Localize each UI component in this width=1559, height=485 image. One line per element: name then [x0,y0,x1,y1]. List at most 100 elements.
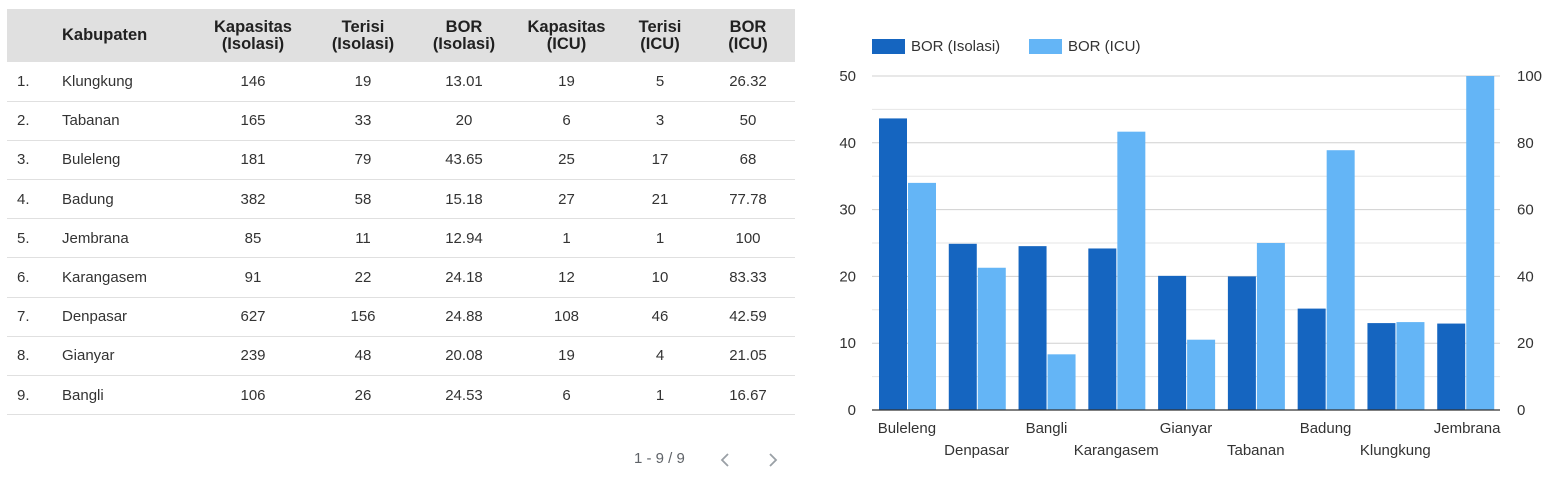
table-cell: 19 [558,72,575,90]
table-row[interactable]: 8. Gianyar 239 48 20.08 19 4 21.05 [7,336,795,376]
table-cell: 46 [651,308,669,326]
table-row[interactable]: 6. Karangasem 91 22 24.18 12 10 83.33 [7,258,795,298]
table-cell: 11 [355,229,371,247]
table-cell: 108 [553,308,580,326]
column-header-line1: Kapasitas [214,17,292,36]
table-cell: 1 [562,229,571,247]
table-cell: Bangli [62,386,104,404]
table-cell: 3. [17,151,30,169]
table-cell: 58 [354,190,372,208]
chevron-left-icon [720,453,729,467]
column-header-line1: BOR [445,17,483,36]
table-row[interactable]: 3. Buleleng 181 79 43.65 25 17 68 [7,140,795,180]
column-header-5[interactable]: Kapasitas (ICU) [514,9,619,62]
chevron-right-icon [769,453,778,467]
legend-item-isolasi[interactable]: BOR (Isolasi) [872,38,1000,55]
bar-bor-isolasi [1297,308,1326,410]
table-cell: 79 [354,151,372,169]
column-header-line1: Kabupaten [62,26,148,44]
table-body: 1. Klungkung 146 19 13.01 19 5 26.32 2. Tabanan 16… [7,62,795,415]
bar-bor-isolasi [1018,246,1047,410]
table-cell: 91 [244,269,262,287]
column-header-6[interactable]: Terisi (ICU) [619,9,701,62]
table-cell: 26.32 [729,72,767,90]
column-header-line1: BOR [729,17,767,36]
column-header-4[interactable]: BOR (Isolasi) [414,9,514,62]
column-header-3[interactable]: Terisi (Isolasi) [312,9,414,62]
legend-item-icu[interactable]: BOR (ICU) [1029,38,1141,55]
column-header-line2: (ICU) [546,34,587,53]
table-row[interactable]: 2. Tabanan 165 33 20 6 3 50 [7,101,795,141]
table-header-row: Kabupaten Kapasitas (Isolasi) Terisi (Isolas… [7,9,795,62]
pagination-range: 1 - 9 / 9 [634,450,685,467]
table-cell: 4. [17,190,30,208]
table-cell: Denpasar [62,308,128,326]
y-right-tick-label: 40 [1517,268,1534,285]
table-cell: 50 [739,112,757,130]
table-cell: 239 [240,347,266,365]
column-header-line2: (Isolasi) [432,34,496,53]
table-cell: 627 [240,308,266,326]
column-header-7[interactable]: BOR (ICU) [701,9,795,62]
bar-bor-icu [908,182,936,410]
column-header-2[interactable]: Kapasitas (Isolasi) [194,9,312,62]
table-cell: 156 [350,308,376,326]
table-row[interactable]: 9. Bangli 106 26 24.53 6 1 16.67 [7,376,795,415]
table-cell: 1. [17,72,30,90]
x-category-label: Klungkung [1360,442,1431,459]
table-cell: 17 [651,151,669,169]
table-cell: 165 [240,112,266,130]
x-category-label: Denpasar [944,442,1009,459]
legend-label-icu: BOR (ICU) [1068,38,1141,55]
table-cell: Klungkung [62,72,133,90]
y-left-tick-label: 0 [848,402,856,419]
table-cell: 5. [17,229,30,247]
table-row[interactable]: 1. Klungkung 146 19 13.01 19 5 26.32 [7,62,795,102]
bar-bor-icu [1256,243,1285,410]
table-row[interactable]: 4. Badung 382 58 15.18 27 21 77.78 [7,180,795,219]
table-cell: Badung [62,190,114,208]
column-header-1[interactable]: Kabupaten [54,9,194,62]
table-cell: 16.67 [729,386,767,404]
table-cell: 5 [655,72,665,90]
y-right-tick-label: 60 [1517,202,1534,219]
table-cell: 24.53 [445,386,483,404]
table-row[interactable]: 5. Jembrana 85 11 12.94 1 1 100 [7,219,795,258]
bar-bor-icu [1047,354,1076,410]
column-header-line1: Terisi [638,17,682,36]
x-category-label: Buleleng [878,420,936,437]
table-cell: 27 [558,190,575,208]
table-cell: 1 [655,229,665,247]
table-cell: 12.94 [445,229,483,247]
x-category-label: Karangasem [1074,442,1159,459]
bar-bor-isolasi [1367,323,1396,410]
next-page-button[interactable] [764,452,780,468]
table-cell: 24.88 [445,308,483,326]
table-cell: 22 [354,269,372,287]
table-cell: 3 [655,112,665,130]
table-cell: 19 [354,72,372,90]
table-row[interactable]: 7. Denpasar 627 156 24.88 108 46 42.59 [7,297,795,337]
column-header-line2: (ICU) [728,34,768,53]
y-left-tick-label: 40 [839,135,856,152]
table-cell: 10 [651,269,669,287]
table-cell: 25 [558,151,575,169]
legend-label-isolasi: BOR (Isolasi) [911,38,1001,55]
bar-bor-icu [1117,131,1146,410]
x-category-label: Tabanan [1227,442,1285,459]
table-cell: 20 [455,112,473,130]
table-cell: 8. [17,347,30,365]
y-right-tick-label: 80 [1517,135,1534,152]
table-cell: 12 [558,269,575,287]
table-cell: 21 [651,190,669,208]
table-cell: 100 [735,229,761,247]
previous-page-button[interactable] [718,452,734,468]
table-cell: 85 [244,229,262,247]
table-cell: 13.01 [445,72,483,90]
column-header-line2: (Isolasi) [221,34,285,53]
y-left-tick-label: 20 [839,268,856,285]
bar-bor-icu [1326,150,1355,411]
x-category-label: Jembrana [1434,420,1501,437]
table-cell: 106 [240,386,266,404]
table-cell: 20.08 [445,347,483,365]
